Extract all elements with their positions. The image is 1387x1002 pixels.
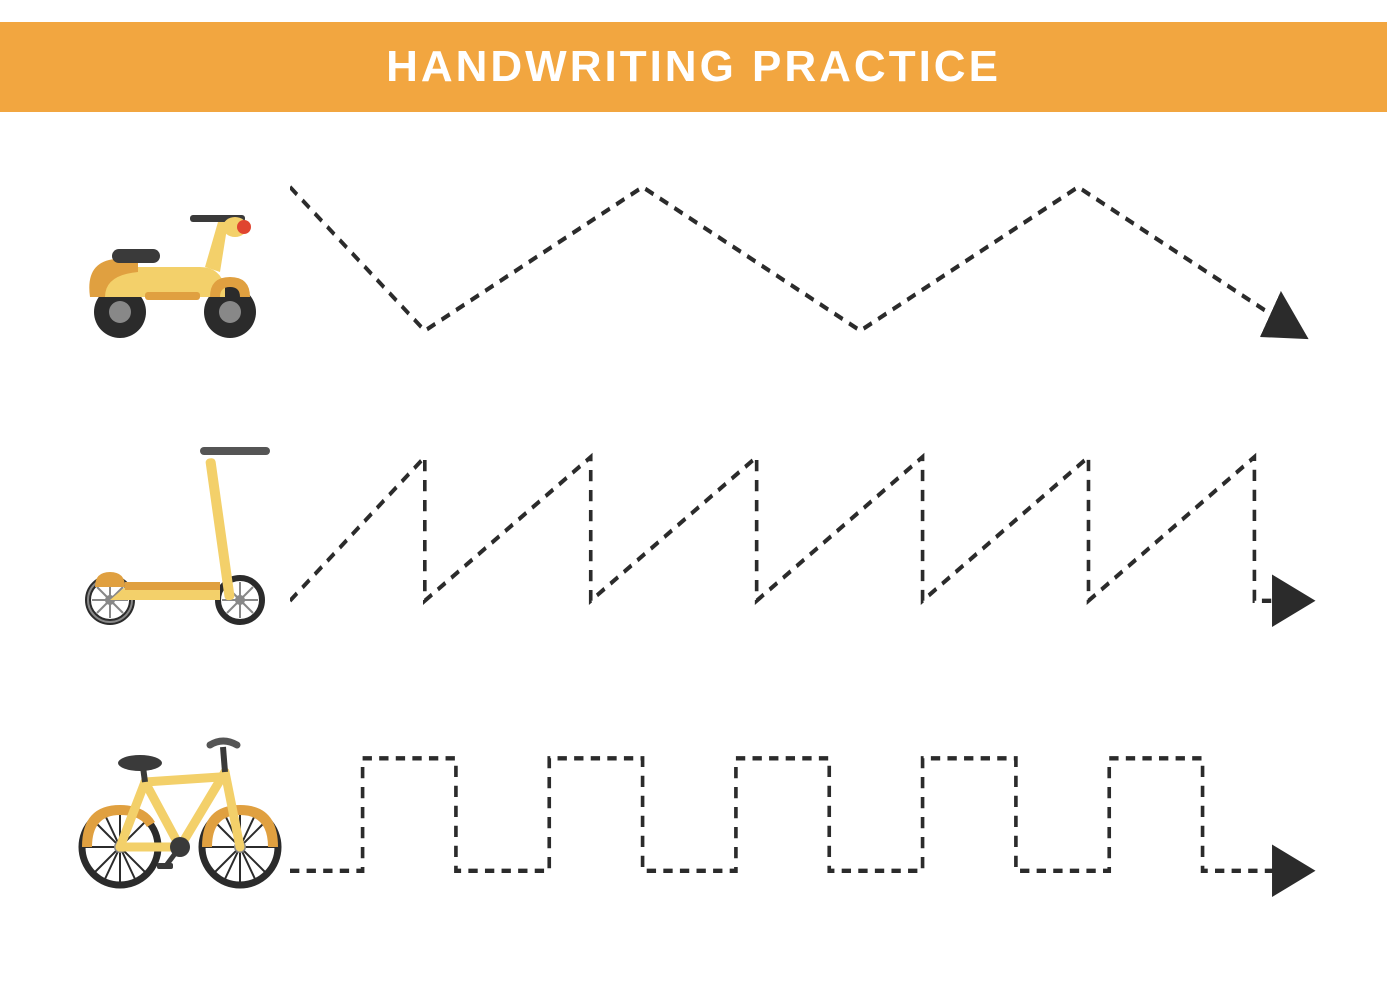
header-band: HANDWRITING PRACTICE bbox=[0, 22, 1387, 112]
bicycle-icon bbox=[65, 707, 285, 897]
vehicle-bicycle bbox=[60, 702, 290, 902]
vehicle-moped bbox=[60, 162, 290, 362]
page-title: HANDWRITING PRACTICE bbox=[386, 42, 1001, 92]
trace-line-zigzag[interactable] bbox=[290, 162, 1327, 362]
trace-row-moped bbox=[60, 152, 1327, 372]
moped-icon bbox=[70, 177, 280, 347]
worksheet-area bbox=[0, 112, 1387, 982]
vehicle-kick-scooter bbox=[60, 432, 290, 632]
trace-row-bicycle bbox=[60, 692, 1327, 912]
trace-row-scooter bbox=[60, 422, 1327, 642]
trace-line-square[interactable] bbox=[290, 702, 1327, 902]
kick-scooter-icon bbox=[70, 432, 280, 632]
trace-line-sawtooth[interactable] bbox=[290, 432, 1327, 632]
